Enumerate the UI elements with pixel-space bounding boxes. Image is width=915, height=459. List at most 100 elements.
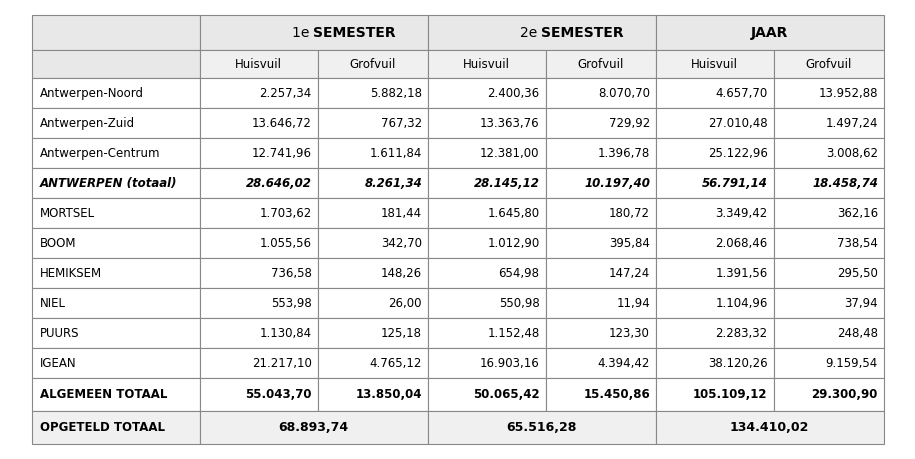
Bar [31,50,199,78]
Text: 11,94: 11,94 [616,297,650,309]
Bar [199,258,318,288]
Bar [427,16,655,50]
Text: 1.611,84: 1.611,84 [370,147,422,160]
Text: 8.261,34: 8.261,34 [364,177,422,190]
Bar [427,228,545,258]
Bar [545,228,655,258]
Text: 10.197,40: 10.197,40 [584,177,650,190]
Text: OPGETELD TOTAAL: OPGETELD TOTAAL [40,420,165,434]
Text: 148,26: 148,26 [381,266,422,280]
Text: 1.152,48: 1.152,48 [488,326,540,339]
Text: 28.646,02: 28.646,02 [246,177,312,190]
Text: 18.458,74: 18.458,74 [813,177,878,190]
Text: 295,50: 295,50 [837,266,878,280]
Bar [318,168,427,198]
Text: Huisvuil: Huisvuil [235,58,282,71]
Text: 147,24: 147,24 [608,266,650,280]
Bar [655,198,773,228]
Bar [318,228,427,258]
Bar [199,411,427,443]
Text: 1.055,56: 1.055,56 [260,236,312,249]
Bar [31,78,199,108]
Text: Grofvuil: Grofvuil [805,58,852,71]
Bar [31,138,199,168]
Text: Huisvuil: Huisvuil [463,58,510,71]
Text: 1.703,62: 1.703,62 [259,207,312,219]
Text: 1.391,56: 1.391,56 [716,266,768,280]
Bar [655,348,773,378]
Text: 729,92: 729,92 [608,117,650,130]
Text: JAAR: JAAR [751,26,788,40]
Bar [427,378,545,411]
Text: PUURS: PUURS [40,326,80,339]
Text: Antwerpen-Zuid: Antwerpen-Zuid [40,117,135,130]
Bar [427,168,545,198]
Bar [199,138,318,168]
Bar [318,78,427,108]
Bar [773,138,884,168]
Text: SEMESTER: SEMESTER [542,26,624,40]
Bar [199,168,318,198]
Bar [199,378,318,411]
Bar [199,318,318,348]
Text: HEMIKSEM: HEMIKSEM [40,266,102,280]
Text: Huisvuil: Huisvuil [691,58,738,71]
Bar [427,198,545,228]
Bar [545,258,655,288]
Text: 1.396,78: 1.396,78 [597,147,650,160]
Text: 1e: 1e [292,26,314,40]
Bar [199,78,318,108]
Text: 37,94: 37,94 [845,297,878,309]
Text: 12.741,96: 12.741,96 [252,147,312,160]
Bar [199,50,318,78]
Text: 1.645,80: 1.645,80 [488,207,540,219]
Bar [773,258,884,288]
Text: 16.903,16: 16.903,16 [479,356,540,369]
Bar [773,168,884,198]
Text: 3.349,42: 3.349,42 [716,207,768,219]
Bar [427,411,655,443]
Bar [427,78,545,108]
Bar [199,288,318,318]
Text: 550,98: 550,98 [499,297,540,309]
Text: 123,30: 123,30 [609,326,650,339]
Text: 248,48: 248,48 [837,326,878,339]
Bar [773,378,884,411]
Bar [655,258,773,288]
Text: 4.394,42: 4.394,42 [597,356,650,369]
Bar [773,50,884,78]
Text: SEMESTER: SEMESTER [314,26,396,40]
Bar [427,318,545,348]
Bar [31,108,199,138]
Bar [318,258,427,288]
Bar [318,138,427,168]
Bar [31,228,199,258]
Text: 50.065,42: 50.065,42 [473,388,540,401]
Text: IGEAN: IGEAN [40,356,77,369]
Bar [545,168,655,198]
Bar [545,78,655,108]
Bar [199,198,318,228]
Text: 180,72: 180,72 [609,207,650,219]
Text: 125,18: 125,18 [381,326,422,339]
Text: 395,84: 395,84 [609,236,650,249]
Text: 26,00: 26,00 [389,297,422,309]
Bar [545,198,655,228]
Text: 362,16: 362,16 [837,207,878,219]
Bar [773,228,884,258]
Bar [773,288,884,318]
Bar [655,168,773,198]
Bar [318,198,427,228]
Text: Grofvuil: Grofvuil [350,58,395,71]
Text: 55.043,70: 55.043,70 [245,388,312,401]
Bar [318,318,427,348]
Bar [199,228,318,258]
Bar [31,16,199,50]
Bar [318,348,427,378]
Text: 1.130,84: 1.130,84 [260,326,312,339]
Text: 28.145,12: 28.145,12 [474,177,540,190]
Bar [31,198,199,228]
Text: ANTWERPEN (totaal): ANTWERPEN (totaal) [40,177,178,190]
Bar [655,138,773,168]
Bar [31,288,199,318]
